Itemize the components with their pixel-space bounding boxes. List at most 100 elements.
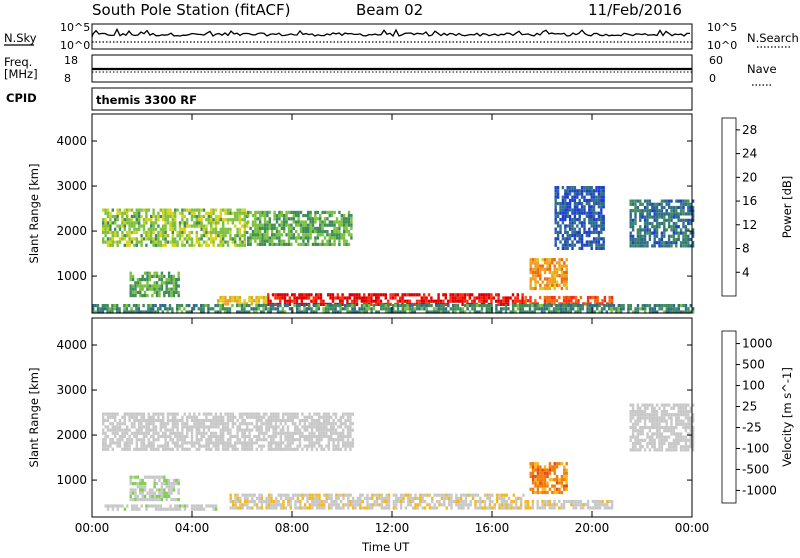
power-cell bbox=[302, 214, 305, 218]
power-cell bbox=[583, 211, 586, 215]
velocity-cell bbox=[165, 478, 168, 482]
velocity-cell bbox=[229, 496, 232, 500]
power-cell bbox=[341, 302, 344, 306]
velocity-cell bbox=[397, 496, 400, 500]
power-cell bbox=[165, 278, 168, 282]
power-cell bbox=[579, 304, 582, 308]
power-cell bbox=[576, 211, 579, 215]
power-cell bbox=[153, 271, 156, 275]
power-cell bbox=[251, 220, 255, 224]
power-cell bbox=[536, 264, 540, 268]
velocity-cell bbox=[284, 506, 288, 510]
velocity-cell bbox=[138, 447, 141, 451]
velocity-cell bbox=[491, 493, 494, 497]
velocity-cell bbox=[479, 506, 482, 510]
power-cell bbox=[459, 299, 462, 303]
velocity-cell bbox=[274, 441, 278, 445]
power-cell bbox=[451, 299, 455, 303]
velocity-cell bbox=[195, 447, 198, 451]
power-cell bbox=[346, 296, 349, 300]
power-cell bbox=[639, 231, 642, 235]
power-cell bbox=[588, 214, 591, 218]
velocity-cell bbox=[200, 434, 203, 439]
power-cell bbox=[380, 307, 383, 311]
power-cell bbox=[509, 310, 512, 314]
velocity-cell bbox=[243, 444, 246, 448]
power-cell bbox=[556, 234, 560, 238]
power-cell bbox=[595, 230, 598, 234]
power-cell bbox=[243, 307, 246, 311]
power-cell bbox=[216, 304, 220, 308]
velocity-cell bbox=[226, 415, 230, 419]
power-cell bbox=[588, 205, 591, 209]
velocity-cell bbox=[167, 488, 171, 492]
power-cell bbox=[118, 227, 122, 231]
power-cell bbox=[299, 220, 303, 224]
power-cell bbox=[603, 304, 606, 308]
velocity-cell bbox=[371, 503, 374, 507]
power-cell bbox=[138, 227, 141, 231]
velocity-cell bbox=[303, 418, 306, 423]
power-cell bbox=[285, 214, 288, 218]
power-cell bbox=[594, 295, 597, 300]
velocity-cell bbox=[255, 415, 258, 419]
power-cell bbox=[557, 307, 560, 311]
velocity-cell bbox=[130, 507, 134, 511]
power-cell bbox=[548, 310, 551, 314]
velocity-cell bbox=[195, 431, 198, 435]
power-cell bbox=[243, 224, 246, 228]
velocity-cell bbox=[260, 425, 263, 429]
velocity-cell bbox=[653, 438, 656, 442]
power-cell bbox=[553, 270, 556, 275]
power-cell bbox=[279, 304, 282, 308]
velocity-cell bbox=[214, 444, 218, 448]
power-cell bbox=[177, 284, 180, 288]
power-cell bbox=[162, 227, 165, 231]
velocity-cell bbox=[318, 444, 321, 448]
velocity-cell bbox=[579, 499, 583, 504]
velocity-cell bbox=[447, 496, 451, 500]
power-cell bbox=[639, 244, 642, 248]
power-cell bbox=[529, 280, 532, 284]
power-cell bbox=[310, 307, 313, 311]
power-cell bbox=[121, 224, 124, 228]
power-cell bbox=[238, 227, 242, 231]
power-cell bbox=[507, 307, 510, 311]
power-cell bbox=[126, 214, 129, 219]
velocity-cell bbox=[443, 493, 446, 497]
power-cell bbox=[153, 290, 156, 294]
power-cell bbox=[151, 284, 154, 288]
velocity-cell bbox=[332, 503, 336, 507]
velocity-cell bbox=[231, 418, 234, 423]
power-echo-region bbox=[217, 295, 268, 306]
power-cell bbox=[348, 296, 351, 300]
velocity-cell bbox=[392, 506, 396, 510]
power-cell bbox=[521, 310, 524, 314]
power-cell bbox=[567, 310, 570, 314]
power-cell bbox=[302, 236, 305, 240]
power-cell bbox=[573, 227, 577, 231]
velocity-cell bbox=[653, 422, 656, 426]
velocity-cell bbox=[363, 496, 367, 500]
power-cell bbox=[246, 230, 249, 235]
power-cell bbox=[408, 307, 412, 311]
velocity-cell bbox=[455, 493, 458, 497]
power-cell bbox=[601, 299, 604, 303]
power-cell bbox=[588, 230, 591, 234]
power-cell bbox=[682, 225, 685, 229]
velocity-cell bbox=[202, 431, 206, 435]
velocity-cell bbox=[140, 412, 143, 416]
power-cell bbox=[559, 211, 562, 215]
velocity-cell bbox=[217, 447, 220, 451]
velocity-cell bbox=[138, 418, 141, 423]
velocity-cell bbox=[154, 504, 158, 508]
power-cell bbox=[286, 304, 289, 308]
power-cell bbox=[202, 230, 206, 235]
power-cell bbox=[240, 307, 244, 311]
velocity-cell bbox=[248, 493, 252, 497]
velocity-cell bbox=[426, 493, 429, 497]
velocity-cell bbox=[433, 503, 436, 507]
power-cell bbox=[276, 307, 280, 311]
velocity-cell bbox=[313, 422, 316, 426]
velocity-cell bbox=[651, 445, 654, 449]
